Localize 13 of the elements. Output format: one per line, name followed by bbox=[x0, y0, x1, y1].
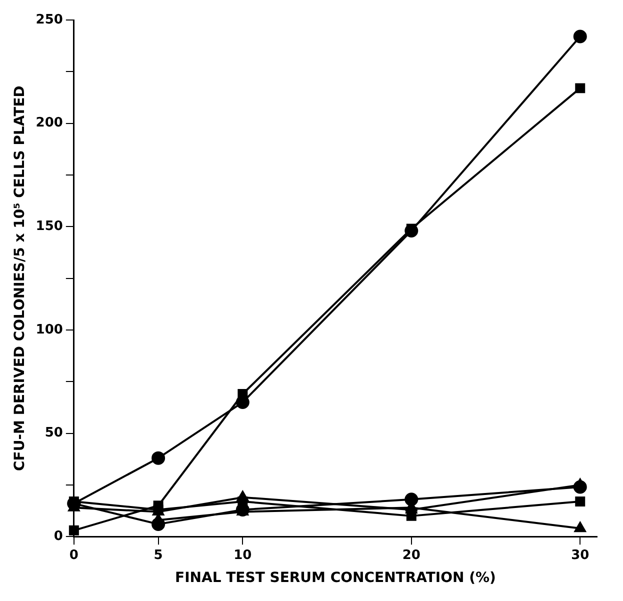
x-axis-title: FINAL TEST SERUM CONCENTRATION (%) bbox=[174, 570, 496, 586]
x-tick-label: 5 bbox=[154, 548, 163, 563]
x-tick-label: 0 bbox=[69, 548, 78, 563]
y-tick-label: 50 bbox=[44, 426, 63, 441]
y-tick-label: 250 bbox=[36, 12, 63, 28]
x-tick-label: 20 bbox=[402, 548, 420, 563]
x-tick-label: 10 bbox=[234, 548, 252, 563]
y-axis-title: CFU-M DERIVED COLONIES/5 x 10⁵ CELLS PLATED bbox=[12, 86, 28, 471]
y-tick-label: 0 bbox=[54, 528, 63, 544]
y-tick-label: 100 bbox=[36, 322, 63, 338]
x-tick-label: 30 bbox=[571, 548, 590, 563]
y-tick-label: 150 bbox=[36, 219, 63, 234]
y-tick-label: 200 bbox=[36, 116, 63, 131]
